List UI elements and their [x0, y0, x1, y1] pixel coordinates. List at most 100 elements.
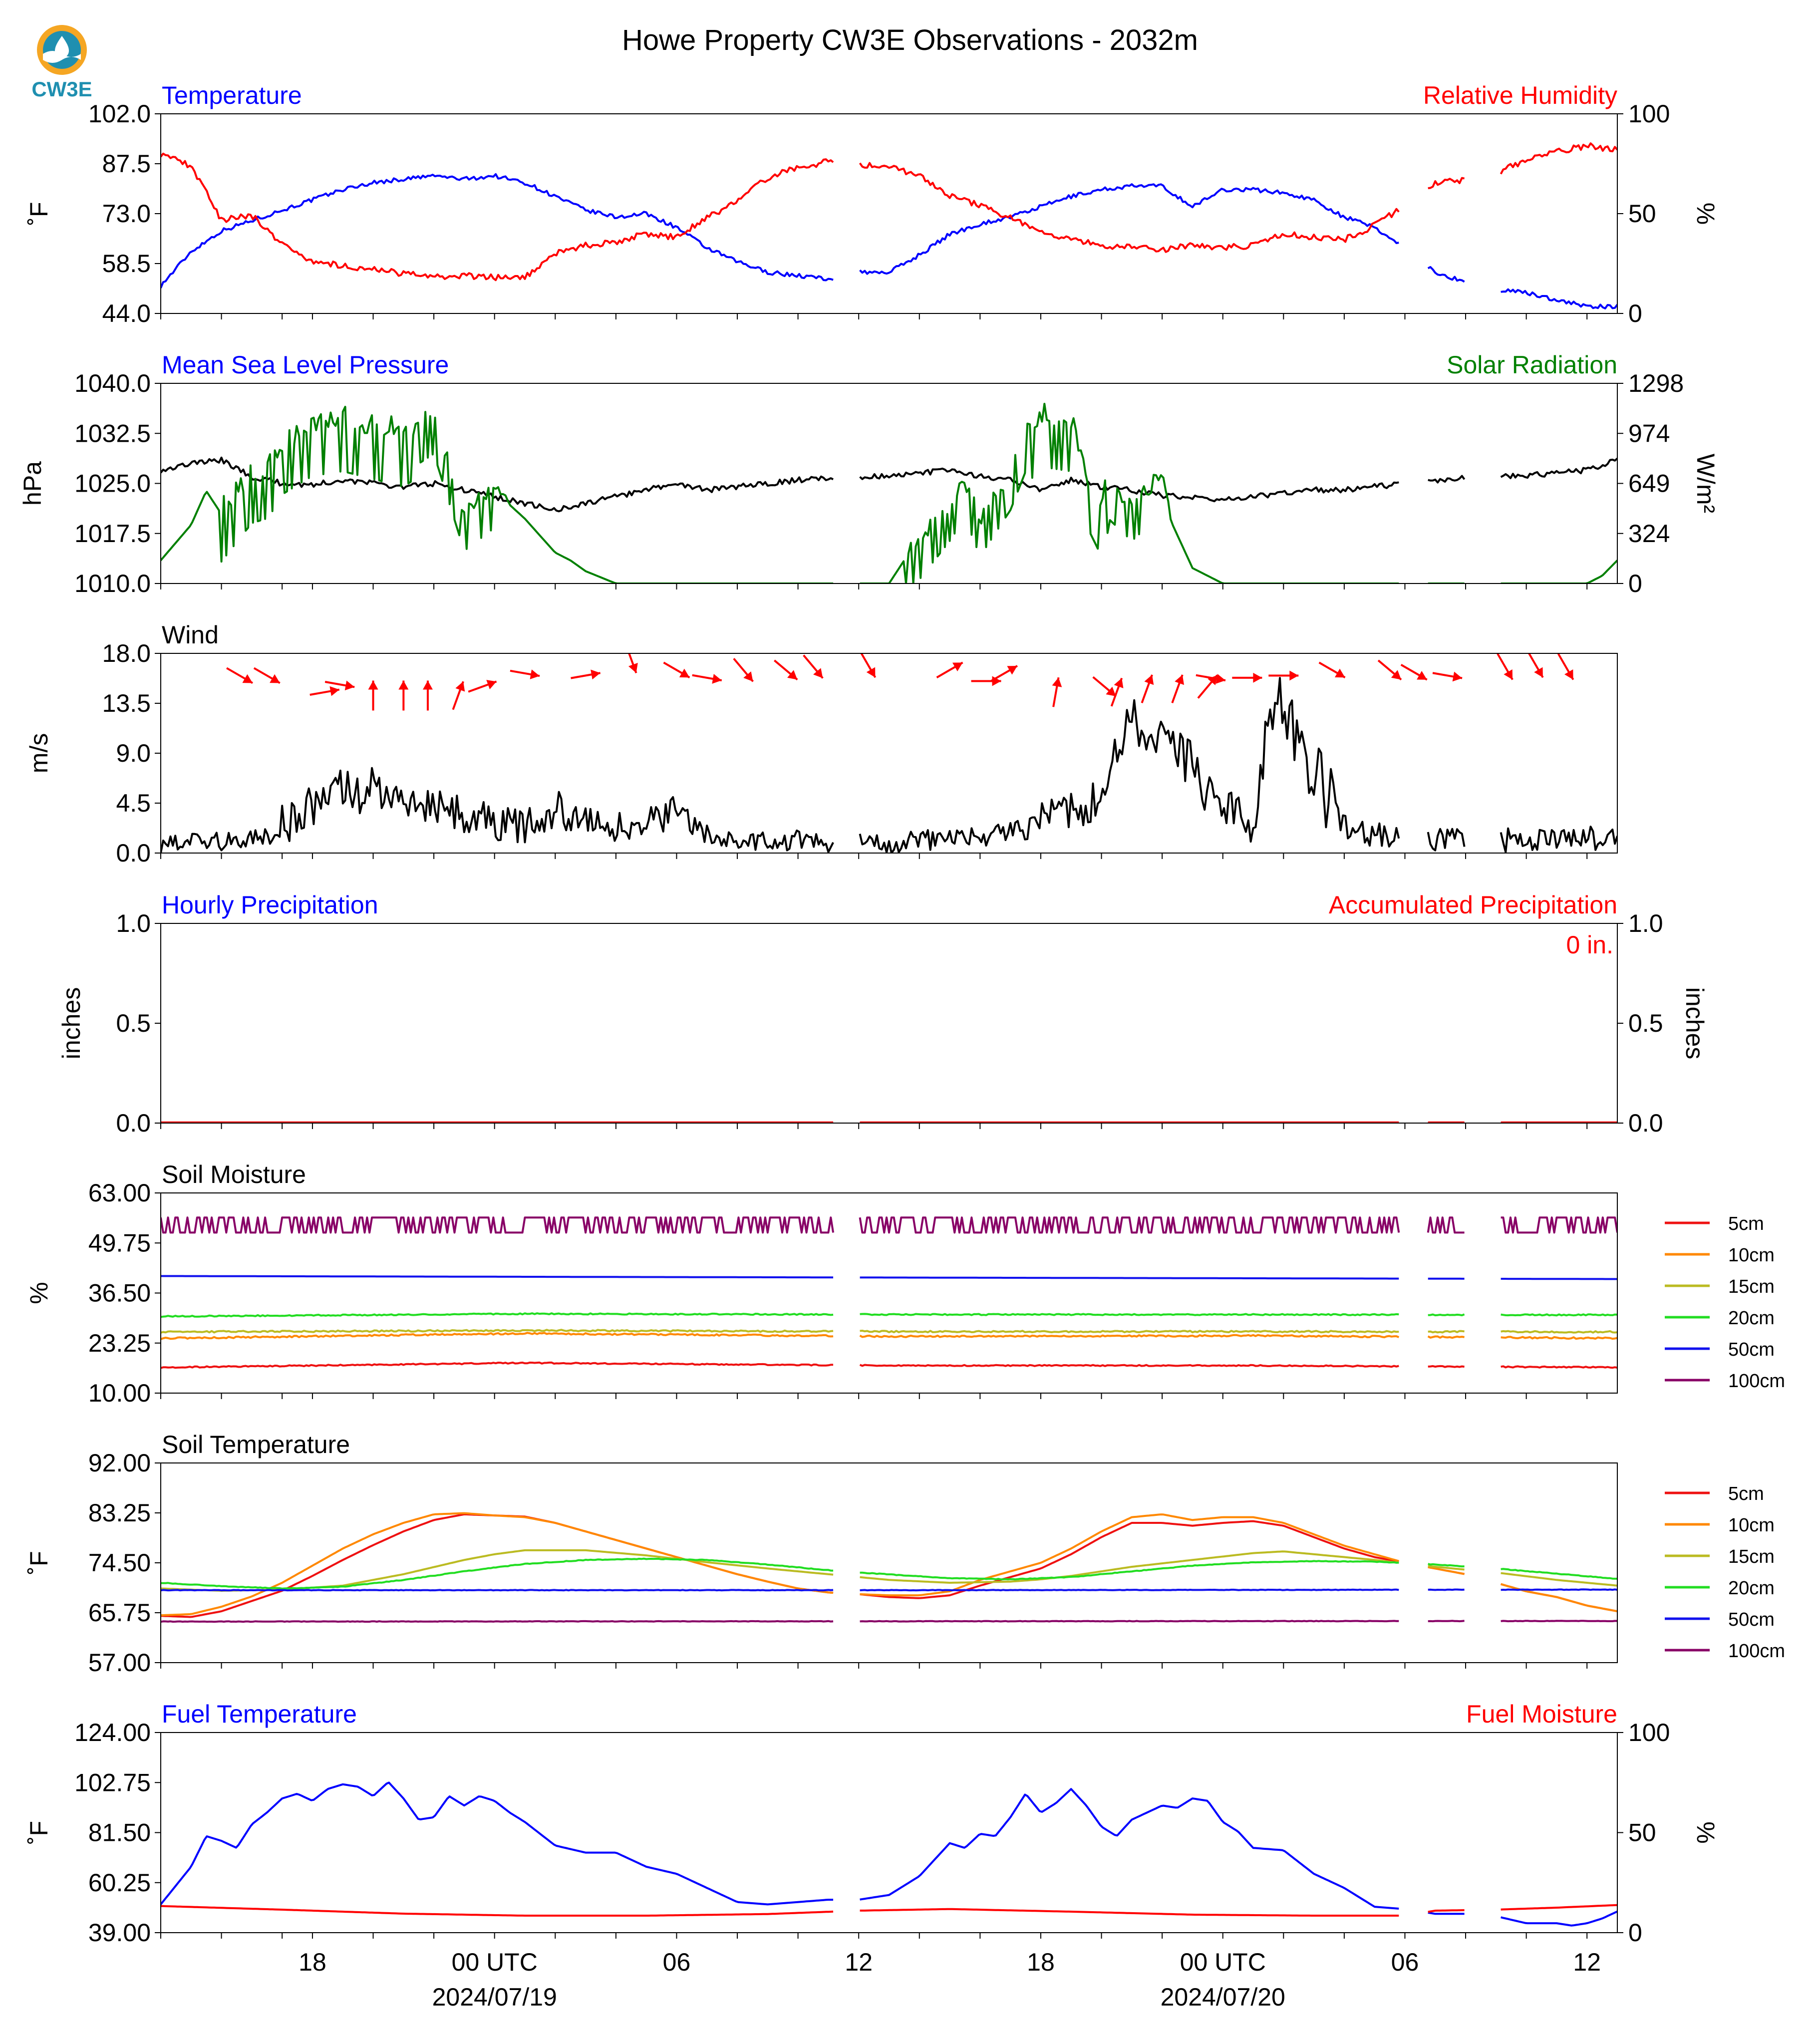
y-tick-label: 4.5: [116, 789, 151, 817]
panel-3: 1.0 0.5 0.0 1.0 0.5 0.0 inches inches Hourly Pre…: [57, 891, 1709, 1137]
y-tick-label: 58.5: [102, 250, 151, 278]
y2-tick-label: 0.0: [1628, 1109, 1663, 1137]
y2-tick-label: 1.0: [1628, 909, 1663, 937]
wind-arrow-head-34: [1504, 669, 1513, 680]
y-axis-label: ˚F: [25, 1821, 53, 1844]
plot-frame: [160, 653, 1618, 854]
series-line-50cm: [161, 1588, 1617, 1592]
wind-arrow-head-28: [1253, 672, 1262, 683]
x-date-label: 2024/07/19: [432, 1983, 557, 2011]
y-tick-label: 57.00: [88, 1649, 151, 1677]
y2-axis-label: inches: [1681, 987, 1709, 1060]
series-line-100cm: [161, 1216, 1617, 1234]
series-line-1: [161, 403, 1617, 583]
x-date-label: 2024/07/20: [1161, 1983, 1285, 2011]
y-tick-label: 92.00: [88, 1449, 151, 1477]
series-line-1: [161, 142, 1617, 282]
y-tick-label: 36.50: [88, 1279, 151, 1307]
wind-arrow-head-18: [952, 662, 963, 671]
wind-arrow-head-32: [1417, 671, 1427, 680]
panel-1: 1040.0 1032.5 1025.0 1017.5 1010.0 1298 974 649…: [18, 351, 1720, 597]
panel-title-right: Solar Radiation: [1447, 351, 1617, 379]
legend-label-5cm: 5cm: [1728, 1213, 1764, 1234]
y-tick-label: 1025.0: [74, 470, 151, 498]
page-title: Howe Property CW3E Observations - 2032m: [622, 24, 1198, 56]
wind-arrow-head-21: [1052, 677, 1062, 687]
y-tick-label: 74.50: [88, 1549, 151, 1577]
y-tick-label: 83.25: [88, 1499, 151, 1527]
y2-tick-label: 0.5: [1628, 1009, 1663, 1037]
plot-area: [161, 142, 1617, 309]
x-tick-label: 06: [663, 1948, 691, 1976]
y2-tick-label: 974: [1628, 419, 1670, 447]
series-line-0: [161, 456, 1617, 513]
y-tick-label: 13.5: [102, 689, 151, 717]
y2-tick-label: 100: [1628, 100, 1670, 128]
plot-frame: [160, 1732, 1618, 1933]
wind-arrow-head-25: [1175, 674, 1185, 685]
logo-drop: [55, 36, 69, 58]
panel-title-left: Temperature: [162, 81, 302, 109]
wind-arrow-head-0: [242, 674, 253, 683]
panel-title-right: Relative Humidity: [1423, 81, 1617, 109]
y2-tick-label: 0: [1628, 570, 1642, 597]
legend-label-20cm: 20cm: [1728, 1578, 1775, 1599]
wind-arrow-head-27: [1215, 674, 1225, 684]
wind-arrow-head-9: [530, 669, 540, 679]
wind-arrow-head-22: [1106, 686, 1116, 696]
logo-text: CW3E: [31, 77, 92, 101]
y-tick-label: 23.25: [88, 1329, 151, 1357]
wind-arrow-head-2: [329, 686, 339, 696]
wind-arrow-head-11: [628, 662, 638, 673]
x-tick-label: 00 UTC: [1180, 1948, 1266, 1976]
legend-label-10cm: 10cm: [1728, 1245, 1775, 1266]
y-axis-label: ˚F: [25, 1551, 53, 1574]
y2-tick-label: 50: [1628, 200, 1656, 228]
series-line-0: [161, 173, 1617, 309]
legend-label-50cm: 50cm: [1728, 1339, 1775, 1360]
series-line-15cm: [161, 1549, 1617, 1592]
y-tick-label: 1010.0: [74, 570, 151, 597]
x-tick-label: 12: [1573, 1948, 1601, 1976]
wind-arrow-head-17: [866, 667, 876, 678]
y-tick-label: 60.25: [88, 1869, 151, 1897]
y-tick-label: 44.0: [102, 299, 151, 327]
series-line-20cm: [161, 1557, 1617, 1590]
y-tick-label: 102.0: [88, 100, 151, 128]
series-line-0: [161, 677, 1617, 853]
wind-arrow-head-12: [679, 668, 690, 678]
legend-label-100cm: 100cm: [1728, 1371, 1785, 1392]
x-tick-label: 18: [1027, 1948, 1055, 1976]
panel-title-left: Hourly Precipitation: [162, 891, 378, 919]
plot-frame: [160, 1192, 1618, 1394]
wind-arrow-head-31: [1391, 670, 1402, 680]
y-tick-label: 1032.5: [74, 419, 151, 447]
plot-area: [161, 1512, 1617, 1623]
wind-arrow-head-36: [1564, 669, 1573, 680]
wind-arrow-head-29: [1289, 670, 1299, 681]
legend-label-5cm: 5cm: [1728, 1483, 1764, 1504]
y2-axis-label: %: [1692, 1821, 1720, 1843]
panel-title-left: Wind: [162, 621, 219, 649]
panel-6: 124.00 102.75 81.50 60.25 39.00 100 50 0 ˚F % Fuel…: [25, 1700, 1720, 2011]
x-tick-label: 00 UTC: [452, 1948, 538, 1976]
y2-tick-label: 1298: [1628, 369, 1684, 397]
y2-tick-label: 0: [1628, 1919, 1642, 1947]
panel-title-left: Soil Temperature: [162, 1431, 350, 1458]
panel-4: 63.00 49.75 36.50 23.25 10.00% Soil Moisture 5…: [25, 1160, 1785, 1407]
wind-arrow-head-6: [422, 680, 433, 690]
y-tick-label: 39.00: [88, 1919, 151, 1947]
panel-title-right: Fuel Moisture: [1466, 1700, 1617, 1728]
y2-tick-label: 324: [1628, 520, 1670, 548]
plot-frame: [160, 923, 1618, 1124]
panel-2: 18.0 13.5 9.0 4.5 0.0 m/s Wind: [25, 621, 1618, 867]
y-tick-label: 9.0: [116, 739, 151, 767]
legend-label-10cm: 10cm: [1728, 1515, 1775, 1536]
wind-arrow-head-24: [1144, 674, 1154, 685]
panel-5: 92.00 83.25 74.50 65.75 57.00 ˚F Soil Temperat…: [25, 1431, 1785, 1677]
series-line-5cm: [161, 1361, 1617, 1369]
y-tick-label: 1.0: [116, 909, 151, 937]
legend-label-15cm: 15cm: [1728, 1276, 1775, 1297]
plot-area: [161, 653, 1617, 853]
wind-arrow-head-16: [813, 668, 823, 678]
